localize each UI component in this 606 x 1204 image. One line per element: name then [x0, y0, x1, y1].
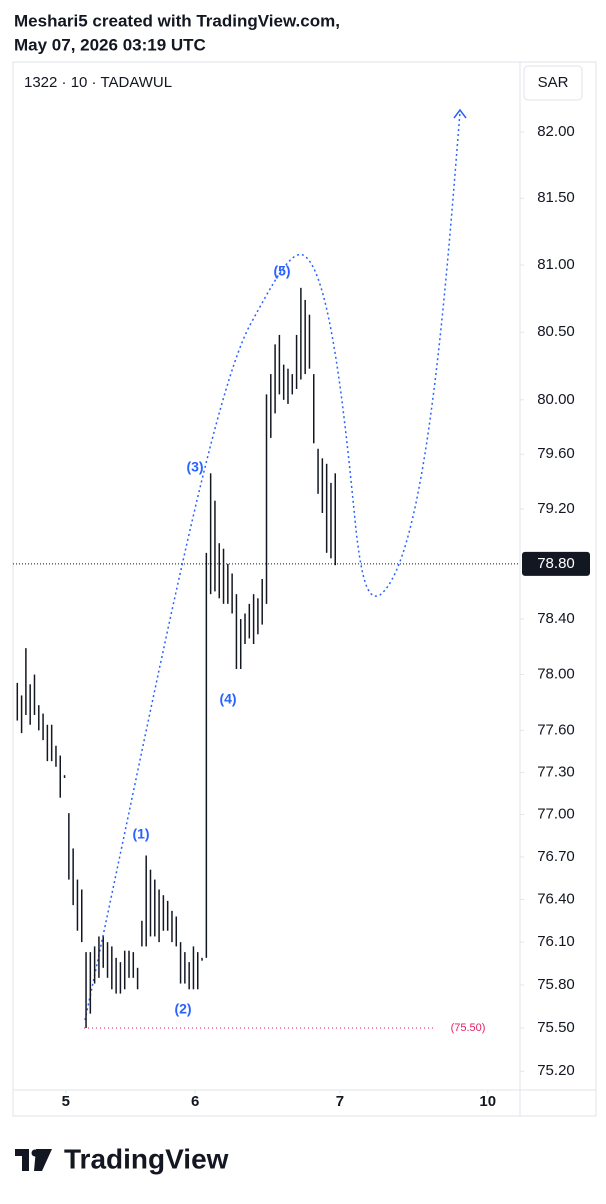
- creator-line: Meshari5 created with TradingView.com,: [14, 11, 340, 30]
- y-tick-label: 75.80: [537, 976, 575, 993]
- wave-label: (5): [273, 263, 290, 279]
- y-tick-label: 76.10: [537, 933, 575, 950]
- y-tick-label: 80.00: [537, 391, 575, 408]
- y-tick-label: 79.20: [537, 500, 575, 517]
- y-tick-label: 77.60: [537, 721, 575, 738]
- date-line: May 07, 2026 03:19 UTC: [14, 35, 206, 54]
- currency-button[interactable]: [523, 65, 583, 101]
- x-tick-label: 6: [191, 1093, 199, 1110]
- y-tick-label: 79.60: [537, 445, 575, 462]
- logo: TradingView: [15, 1143, 229, 1174]
- y-tick-label: 81.00: [537, 256, 575, 273]
- x-tick-label: 10: [479, 1093, 496, 1110]
- chart-frame: [12, 61, 597, 1117]
- y-tick-label: 78.00: [537, 666, 575, 683]
- projection-arrow: [453, 108, 467, 119]
- y-tick-label: 76.40: [537, 890, 575, 907]
- last-price-box: [522, 551, 590, 576]
- y-tick-label: 77.00: [537, 806, 575, 823]
- y-tick-label: 75.20: [537, 1062, 575, 1079]
- y-tick-label: 75.50: [537, 1019, 575, 1036]
- x-tick-label: 5: [62, 1093, 70, 1110]
- last-price-label: 78.80: [537, 555, 575, 572]
- y-tick-label: 78.40: [537, 610, 575, 627]
- brand: TradingView: [64, 1143, 229, 1174]
- price-line-label: (75.50): [451, 1022, 486, 1034]
- projection-path: [84, 111, 461, 1021]
- x-tick-label: 7: [336, 1093, 344, 1110]
- wave-label: (4): [219, 691, 236, 707]
- wave-label: (3): [186, 459, 203, 475]
- y-tick-label: 82.00: [537, 123, 575, 140]
- wave-label: (1): [132, 826, 149, 842]
- symbol-title: 1322 · 10 · TADAWUL: [24, 74, 172, 91]
- y-tick-label: 80.50: [537, 323, 575, 340]
- wave-label: (2): [174, 1001, 191, 1017]
- currency: SAR: [538, 74, 569, 91]
- y-tick-label: 81.50: [537, 189, 575, 206]
- y-tick-label: 76.70: [537, 848, 575, 865]
- y-tick-label: 77.30: [537, 763, 575, 780]
